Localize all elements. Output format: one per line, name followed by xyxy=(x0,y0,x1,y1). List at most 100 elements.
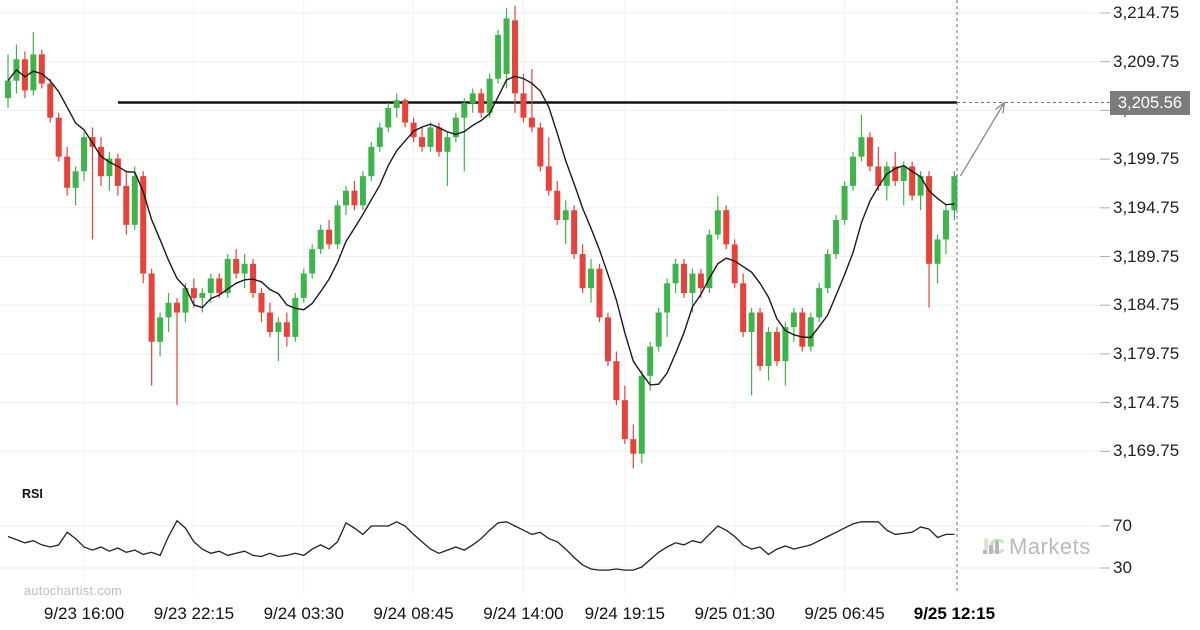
candle-body xyxy=(816,288,823,318)
candle-body xyxy=(106,158,113,177)
candle-body xyxy=(731,244,738,284)
projection-arrow-head xyxy=(1002,102,1006,114)
rsi-axis-label: 70 xyxy=(1113,516,1132,535)
candle-body xyxy=(773,331,780,362)
candle-body xyxy=(368,146,375,177)
candle-body xyxy=(883,166,890,186)
time-axis-label: 9/25 06:45 xyxy=(804,604,885,623)
candle-body xyxy=(233,258,240,274)
candle-body xyxy=(97,146,104,177)
candle-body xyxy=(495,34,502,79)
candle-body xyxy=(393,100,400,108)
icmarkets-ic-text: IC xyxy=(983,534,1005,559)
candle-body xyxy=(503,18,510,74)
candle-body xyxy=(199,293,206,298)
icmarkets-logo-icon xyxy=(983,540,999,554)
candle-body xyxy=(123,185,130,225)
candle-body xyxy=(190,288,197,298)
candle-body xyxy=(478,93,485,113)
candle-body xyxy=(740,283,747,332)
candle-body xyxy=(148,273,155,342)
candle-body xyxy=(140,176,147,274)
candle-body xyxy=(266,312,273,332)
candle-body xyxy=(875,166,882,186)
candle-body xyxy=(748,312,755,332)
projection-arrow-head xyxy=(995,101,1005,111)
candle-body xyxy=(38,54,45,84)
candle-body xyxy=(114,158,121,186)
candle-body xyxy=(410,122,417,138)
candle-body xyxy=(926,176,933,264)
candle-body xyxy=(81,137,88,172)
candle-body xyxy=(858,137,865,157)
candle-body xyxy=(588,268,595,289)
candle-body xyxy=(452,117,459,138)
candle-body xyxy=(723,210,730,245)
candle-body xyxy=(604,317,611,362)
candle-body xyxy=(689,273,696,294)
candle-body xyxy=(647,346,654,376)
candle-body xyxy=(461,103,468,118)
candle-body xyxy=(5,80,11,99)
candle-body xyxy=(681,263,687,294)
candle-body xyxy=(343,190,349,206)
time-axis-label: 9/24 19:15 xyxy=(584,604,666,623)
candle-body xyxy=(469,93,476,104)
candle-body xyxy=(613,361,620,401)
candle-body xyxy=(579,254,586,289)
candle-body xyxy=(258,293,265,313)
candle-body xyxy=(427,127,434,147)
candle-body xyxy=(486,78,493,113)
price-axis-label: 3,184.75 xyxy=(1113,295,1180,315)
candle-body xyxy=(30,54,37,91)
candle-body xyxy=(655,312,662,347)
time-axis-label: 9/23 22:15 xyxy=(153,604,235,623)
candle-body xyxy=(621,400,628,440)
candle-body xyxy=(309,249,316,274)
candle-body xyxy=(765,331,772,367)
candle-body xyxy=(157,317,164,342)
price-axis-label: 3,199.75 xyxy=(1113,149,1180,169)
candle-body xyxy=(833,219,840,255)
rsi-indicator-label: RSI xyxy=(22,487,43,501)
candle-body xyxy=(841,185,848,220)
candle-body xyxy=(55,117,62,157)
candle-body xyxy=(672,263,679,284)
candle-body xyxy=(917,176,924,196)
candle-body xyxy=(630,439,637,454)
price-tag: 3,205.56 xyxy=(1110,90,1190,115)
price-axis-label: 3,174.75 xyxy=(1113,392,1180,412)
candle-body xyxy=(571,210,578,255)
candle-body xyxy=(909,166,916,196)
candle-body xyxy=(790,312,797,328)
candle-body xyxy=(554,190,561,220)
candle-body xyxy=(934,239,941,264)
candle-body xyxy=(528,117,535,128)
candle-body xyxy=(292,297,299,337)
candle-body xyxy=(638,375,645,454)
candle-body xyxy=(300,273,307,298)
candle-body xyxy=(385,107,392,128)
candle-body xyxy=(537,127,544,167)
candle-body xyxy=(697,273,704,289)
candle-body xyxy=(283,322,290,337)
candle-body xyxy=(241,263,248,274)
candle-body xyxy=(706,234,713,289)
time-axis-label: 9/25 12:15 xyxy=(913,604,996,623)
candle-body xyxy=(21,59,28,91)
candle-body xyxy=(47,83,54,118)
candle-body xyxy=(317,229,324,250)
time-axis-label: 9/24 03:30 xyxy=(263,604,344,623)
candle-body xyxy=(824,254,831,289)
candle-body xyxy=(892,166,899,182)
candle-body xyxy=(562,210,569,220)
candle-body xyxy=(182,288,189,313)
price-axis-label: 3,209.75 xyxy=(1113,51,1180,71)
candle-body xyxy=(520,93,527,118)
candle-body xyxy=(799,312,806,347)
icmarkets-watermark: IC Markets xyxy=(983,534,1091,559)
moving-average-line xyxy=(7,69,955,386)
candle-body xyxy=(174,302,180,313)
